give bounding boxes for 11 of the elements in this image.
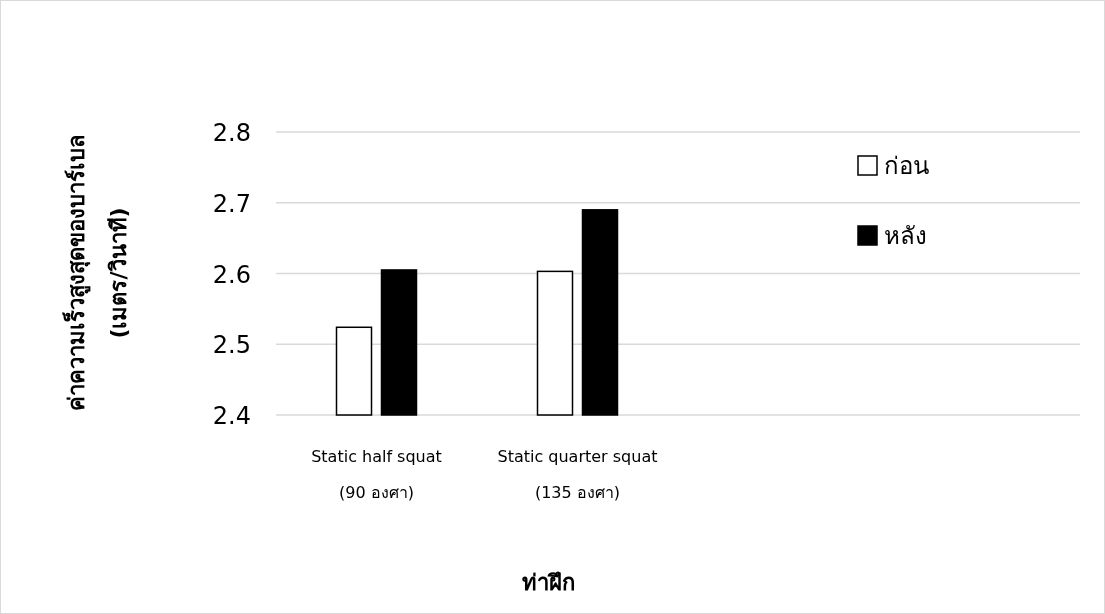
legend-label: หลัง	[884, 222, 927, 250]
y-tick-label: 2.7	[212, 189, 251, 218]
x-tick-label: Static half squat (90 องศา)	[311, 447, 442, 502]
y-tick-label: 2.4	[212, 402, 251, 430]
y-tick-label: 2.8	[212, 119, 251, 147]
x-tick-label: Static quarter squat (135 องศา)	[497, 447, 658, 502]
y-tick-label: 2.5	[212, 331, 251, 360]
legend-label: ก่อน	[884, 152, 929, 180]
y-axis-title: ค่าความเร็วสูงสุดของบาร์เบล (เมตร/วินาที)	[62, 135, 131, 411]
x-axis-title: ท่าฝึก	[521, 570, 575, 595]
y-tick-label: 2.6	[212, 260, 251, 289]
